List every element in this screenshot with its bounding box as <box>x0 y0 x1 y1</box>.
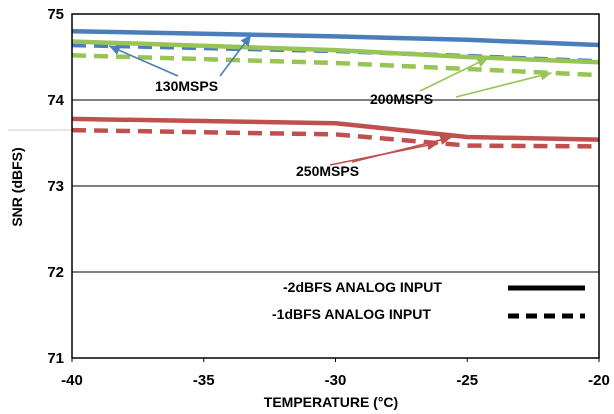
legend-label-solid: -2dBFS ANALOG INPUT <box>283 279 442 295</box>
y-tick-label: 74 <box>47 92 64 109</box>
grid-lines <box>8 13 599 273</box>
annotation-arrows <box>108 34 552 166</box>
series-line-2 <box>71 39 600 65</box>
annotation-130msps: 130MSPS <box>155 78 218 94</box>
x-tick-label: -25 <box>456 372 478 389</box>
arrow-200msps-a <box>419 57 489 92</box>
y-tick-label: 73 <box>47 178 64 195</box>
arrow-250msps-b-head <box>439 135 452 145</box>
arrow-130msps-b-head <box>240 34 252 47</box>
y-tick-label: 71 <box>47 350 64 367</box>
series-line-4 <box>71 116 600 142</box>
series-group <box>71 28 600 149</box>
x-tick-label: -40 <box>61 372 83 389</box>
x-tick-label: -30 <box>325 372 347 389</box>
y-axis-label: SNR (dBFS) <box>9 147 25 226</box>
x-axis-label: TEMPERATURE (°C) <box>264 394 398 410</box>
series-line-0 <box>71 28 600 48</box>
x-tick-label: -20 <box>588 372 610 389</box>
arrow-200msps-b-head <box>539 70 552 81</box>
arrow-200msps-b <box>455 72 552 98</box>
arrow-130msps-a-head <box>108 45 121 55</box>
x-tick-label: -35 <box>193 372 215 389</box>
tick-labels: -40 -35 -30 -25 -20 71 72 73 74 75 <box>47 6 610 389</box>
y-tick-label: 72 <box>47 264 64 281</box>
annotation-250msps: 250MSPS <box>296 163 359 179</box>
annotation-200msps: 200MSPS <box>370 91 433 107</box>
arrow-200msps-a-head <box>476 57 489 68</box>
y-tick-label: 75 <box>47 6 64 23</box>
arrow-250msps-b <box>351 136 452 163</box>
arrow-130msps-a <box>108 45 179 77</box>
axes <box>71 13 600 362</box>
legend: -2dBFS ANALOG INPUT -1dBFS ANALOG INPUT <box>272 279 585 322</box>
legend-label-dashed: -1dBFS ANALOG INPUT <box>272 306 431 322</box>
